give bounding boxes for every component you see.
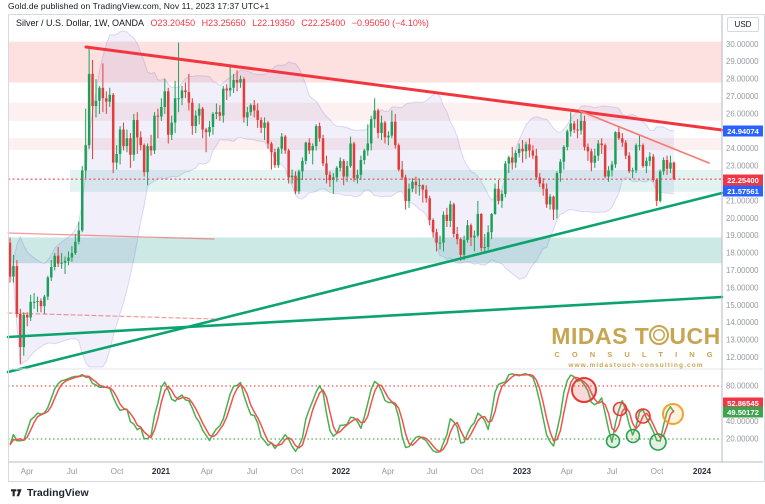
svg-text:19.00000: 19.00000 <box>726 231 759 240</box>
svg-text:24.94074: 24.94074 <box>727 127 759 136</box>
svg-text:2023: 2023 <box>513 467 532 476</box>
svg-text:Jul: Jul <box>247 467 258 476</box>
tradingview-logo[interactable]: TradingView <box>10 486 89 499</box>
ohlc-high: H23.25650 <box>201 18 246 28</box>
watermark-title: MIDAS T UCH <box>551 323 721 349</box>
symbol-info-row: Silver / U.S. Dollar, 1W, OANDA O23.2045… <box>16 18 433 28</box>
svg-text:2022: 2022 <box>332 467 351 476</box>
midas-touch-watermark: MIDAS T UCH C O N S U L T I N G www.midas… <box>546 323 726 370</box>
svg-text:Oct: Oct <box>111 467 124 476</box>
svg-text:Apr: Apr <box>561 467 574 476</box>
old-resistance-line <box>7 232 215 240</box>
major-resistance-line <box>84 45 724 132</box>
svg-text:Apr: Apr <box>21 467 34 476</box>
price-axis[interactable]: 30.00000 29.00000 28.00000 27.00000 26.00000… <box>726 40 759 444</box>
svg-text:2021: 2021 <box>152 467 171 476</box>
currency-toggle-button[interactable]: USD <box>727 17 759 32</box>
ohlc-low: L22.19350 <box>252 18 295 28</box>
ohlc-close: C22.25400 <box>301 18 346 28</box>
svg-text:Jul: Jul <box>427 467 438 476</box>
svg-text:Apr: Apr <box>201 467 214 476</box>
watermark-url: www.midastouch-consulting.com <box>568 362 704 369</box>
candles <box>8 42 676 364</box>
svg-text:Oct: Oct <box>291 467 304 476</box>
pane-borders <box>8 14 763 463</box>
price-change: −0.95050 (−4.10%) <box>351 18 429 28</box>
support-line-shallow <box>6 295 724 339</box>
watermark-subtitle: C O N S U L T I N G <box>554 350 718 359</box>
svg-text:14.00000: 14.00000 <box>726 318 759 327</box>
svg-text:Oct: Oct <box>471 467 484 476</box>
svg-text:80.00000: 80.00000 <box>726 382 759 391</box>
svg-text:28.00000: 28.00000 <box>726 75 759 84</box>
svg-text:26.00000: 26.00000 <box>726 109 759 118</box>
svg-text:Oct: Oct <box>651 467 664 476</box>
oscillator-signal-circles[interactable] <box>571 377 684 451</box>
trendlines[interactable] <box>6 45 724 374</box>
svg-text:52.86545: 52.86545 <box>727 399 759 408</box>
svg-text:23.00000: 23.00000 <box>726 162 759 171</box>
svg-text:16.00000: 16.00000 <box>726 283 759 292</box>
svg-text:20.00000: 20.00000 <box>726 214 759 223</box>
minor-resistance-line <box>579 110 710 164</box>
tradingview-logo-icon <box>11 489 22 497</box>
price-zones <box>8 41 722 264</box>
svg-text:18.00000: 18.00000 <box>726 249 759 258</box>
svg-text:Jul: Jul <box>67 467 78 476</box>
svg-text:27.00000: 27.00000 <box>726 92 759 101</box>
ohlc-open: O23.20450 <box>150 18 196 28</box>
svg-text:29.00000: 29.00000 <box>726 57 759 66</box>
publish-line: Gold.de published on TradingView.com, No… <box>8 1 270 11</box>
stochastic-oscillator <box>8 373 722 454</box>
svg-text:40.00000: 40.00000 <box>726 417 759 426</box>
svg-text:12.00000: 12.00000 <box>726 353 759 362</box>
svg-text:30.00000: 30.00000 <box>726 40 759 49</box>
svg-text:13.00000: 13.00000 <box>726 336 759 345</box>
svg-text:15.00000: 15.00000 <box>726 301 759 310</box>
svg-text:Jul: Jul <box>607 467 618 476</box>
tradingview-logo-text: TradingView <box>27 486 89 499</box>
svg-text:49.50172: 49.50172 <box>727 408 759 417</box>
svg-text:21.00000: 21.00000 <box>726 196 759 205</box>
svg-text:Apr: Apr <box>382 467 395 476</box>
svg-text:21.57561: 21.57561 <box>727 187 759 196</box>
old-support-line <box>7 312 215 320</box>
time-axis[interactable]: Apr Jul Oct 2021 Apr Jul Oct 2022 Apr Jul Oct 2023 A… <box>21 467 712 476</box>
symbol-title: Silver / U.S. Dollar, 1W, OANDA <box>16 18 145 28</box>
support-line-steep <box>6 191 724 374</box>
svg-text:22.25400: 22.25400 <box>727 176 759 185</box>
svg-text:24.00000: 24.00000 <box>726 144 759 153</box>
fingerprint-o-icon <box>649 325 670 345</box>
svg-text:2024: 2024 <box>693 467 712 476</box>
svg-text:17.00000: 17.00000 <box>726 266 759 275</box>
svg-text:20.00000: 20.00000 <box>726 434 759 443</box>
